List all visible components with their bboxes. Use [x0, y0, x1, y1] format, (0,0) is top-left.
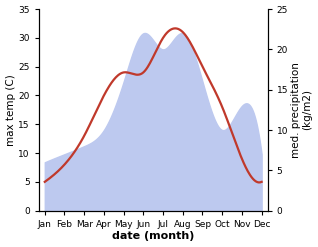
- Y-axis label: max temp (C): max temp (C): [5, 74, 16, 146]
- X-axis label: date (month): date (month): [112, 231, 194, 242]
- Y-axis label: med. precipitation
(kg/m2): med. precipitation (kg/m2): [291, 62, 313, 158]
